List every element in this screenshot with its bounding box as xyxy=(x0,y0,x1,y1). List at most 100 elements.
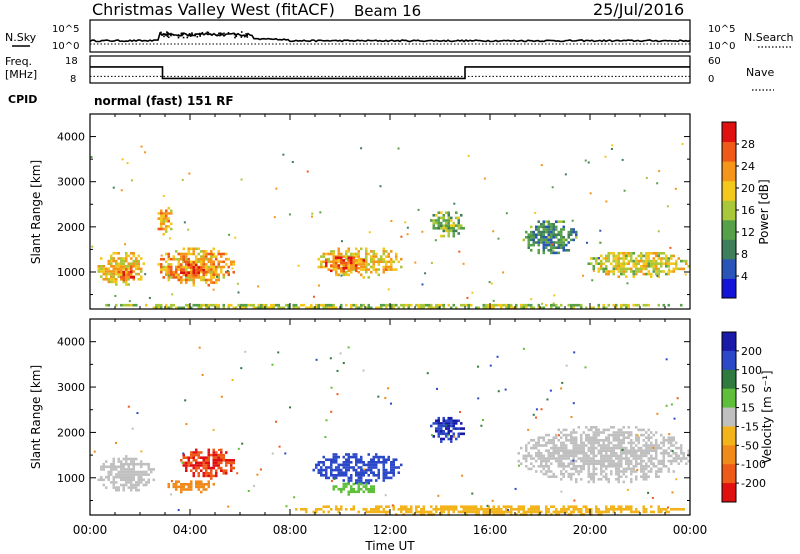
heatmap-cell xyxy=(652,465,655,468)
heatmap-cell xyxy=(160,263,163,266)
heatmap-cell xyxy=(420,306,423,310)
heatmap-cell xyxy=(107,303,110,307)
heatmap-cell xyxy=(645,467,648,471)
heatmap-cell xyxy=(345,485,348,488)
heatmap-cell xyxy=(217,263,220,266)
heatmap-cell xyxy=(305,306,308,310)
heatmap-cell xyxy=(652,457,655,460)
heatmap-cell xyxy=(471,492,474,495)
heatmap-cell xyxy=(575,431,578,434)
heatmap-cell xyxy=(222,276,225,279)
heatmap-cell xyxy=(330,466,333,469)
heatmap-cell xyxy=(435,429,438,433)
heatmap-cell xyxy=(392,471,395,474)
heatmap-cell xyxy=(330,458,333,461)
heatmap-cell xyxy=(570,238,573,242)
heatmap-cell xyxy=(402,306,405,310)
heatmap-cell xyxy=(335,268,338,271)
heatmap-cell xyxy=(547,439,550,442)
heatmap-cell xyxy=(390,263,393,266)
heatmap-cell xyxy=(370,466,373,469)
nsky-scatter-point xyxy=(245,33,247,35)
heatmap-cell xyxy=(130,252,133,255)
heatmap-cell xyxy=(430,303,433,307)
heatmap-cell xyxy=(660,433,663,437)
heatmap-cell xyxy=(337,463,340,467)
heatmap-cell xyxy=(550,241,553,244)
heatmap-cell xyxy=(642,459,645,463)
heatmap-cell xyxy=(660,470,663,473)
heatmap-cell xyxy=(662,270,665,273)
heatmap-cell xyxy=(127,465,130,469)
heatmap-cell xyxy=(512,306,515,310)
heatmap-cell xyxy=(655,265,658,268)
heatmap-cell xyxy=(342,466,345,469)
heatmap-cell xyxy=(330,264,333,267)
nsky-scatter-point xyxy=(160,31,162,34)
heatmap-cell xyxy=(220,459,223,462)
heatmap-cell xyxy=(200,250,203,253)
heatmap-cell xyxy=(192,453,195,457)
heatmap-cell xyxy=(612,303,615,307)
heatmap-cell xyxy=(557,465,560,468)
heatmap-cell xyxy=(137,278,140,281)
heatmap-cell xyxy=(675,457,678,460)
heatmap-cell xyxy=(392,303,395,307)
heatmap-cell xyxy=(595,259,598,263)
heatmap-cell xyxy=(450,422,453,425)
heatmap-cell xyxy=(200,278,203,282)
heatmap-cell xyxy=(602,431,605,434)
heatmap-cell xyxy=(385,471,388,474)
heatmap-cell xyxy=(560,241,563,244)
heatmap-cell xyxy=(662,454,665,458)
heatmap-cell xyxy=(114,294,117,297)
heatmap-cell xyxy=(507,303,510,307)
heatmap-cell xyxy=(642,449,645,452)
heatmap-cell xyxy=(615,452,618,455)
heatmap-cell xyxy=(211,253,214,256)
heatmap-cell xyxy=(345,466,348,469)
heatmap-cell xyxy=(442,224,445,227)
heatmap-cell xyxy=(195,461,198,465)
heatmap-cell xyxy=(392,306,395,310)
heatmap-cell xyxy=(437,419,440,423)
heatmap-cell xyxy=(590,306,593,310)
heatmap-cell xyxy=(437,429,440,433)
heatmap-cell xyxy=(165,230,168,233)
heatmap-cell xyxy=(170,227,173,231)
heatmap-cell xyxy=(675,265,678,268)
heatmap-cell xyxy=(190,260,193,264)
heatmap-cell xyxy=(232,459,235,462)
heatmap-cell xyxy=(587,467,590,471)
heatmap-cell xyxy=(520,462,523,465)
heatmap-cell xyxy=(187,276,190,279)
heatmap-cell xyxy=(610,452,613,455)
heatmap-cell xyxy=(575,480,578,484)
heatmap-cell xyxy=(650,441,653,445)
heatmap-cell xyxy=(427,510,430,514)
heatmap-cell xyxy=(520,306,523,310)
nsky-scatter-point xyxy=(216,34,218,37)
heatmap-cell xyxy=(215,453,218,457)
heatmap-cell xyxy=(605,428,608,432)
heatmap-cell xyxy=(207,456,210,459)
heatmap-cell xyxy=(335,261,338,265)
heatmap-cell xyxy=(487,508,490,511)
heatmap-cell xyxy=(207,485,210,489)
heatmap-cell xyxy=(217,260,220,264)
heatmap-cell xyxy=(195,276,198,279)
heatmap-cell xyxy=(530,508,533,511)
heatmap-cell xyxy=(525,446,528,450)
heatmap-cell xyxy=(635,457,638,460)
heatmap-cell xyxy=(160,217,163,220)
heatmap-cell xyxy=(205,257,208,261)
heatmap-cell xyxy=(550,225,553,229)
heatmap-cell xyxy=(355,260,358,264)
heatmap-cell xyxy=(165,225,168,228)
heatmap-cell xyxy=(437,221,440,225)
heatmap-cell xyxy=(527,241,530,244)
heatmap-cell xyxy=(165,303,168,307)
heatmap-cell xyxy=(635,510,638,514)
heatmap-cell xyxy=(490,306,493,310)
heatmap-cell xyxy=(675,267,678,271)
